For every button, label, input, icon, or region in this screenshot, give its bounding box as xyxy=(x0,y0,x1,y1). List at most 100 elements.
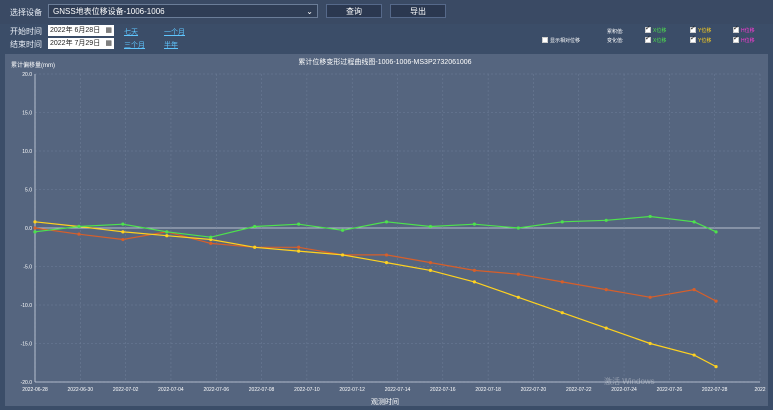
device-label: 选择设备 xyxy=(10,8,42,17)
y-tick-label: 0.0 xyxy=(25,226,32,232)
data-point xyxy=(428,261,433,265)
change-x-label: X位移 xyxy=(653,38,667,44)
data-point xyxy=(209,235,213,239)
start-date-input[interactable]: 2022年 6月28日 ▦ xyxy=(48,25,114,36)
data-point xyxy=(33,230,37,234)
data-point xyxy=(516,226,520,230)
y-tick-label: -15.0 xyxy=(21,342,33,348)
data-point xyxy=(692,353,696,357)
x-axis-label: 观测时间 xyxy=(371,397,399,406)
chart-panel: 累计位移变形过程曲线图-1006-1006-MS3P2732061006 累计偏… xyxy=(5,54,768,406)
x-tick-label: 2022-07-14 xyxy=(385,387,411,393)
data-point xyxy=(121,222,125,226)
quick-3months-link[interactable]: 三个月 xyxy=(124,42,145,49)
series-line xyxy=(34,227,717,302)
start-date-value: 2022年 6月28日 xyxy=(50,27,101,34)
data-point xyxy=(472,222,476,226)
data-point xyxy=(604,326,608,330)
data-point xyxy=(648,214,652,219)
data-point xyxy=(121,230,125,234)
data-point xyxy=(648,295,652,299)
chevron-down-icon[interactable]: ⌄ xyxy=(306,7,313,16)
x-tick-label: 2022-07-20 xyxy=(521,387,547,393)
y-tick-label: -10.0 xyxy=(21,303,33,309)
accum-h-label: H位移 xyxy=(741,28,755,34)
accum-label: 累积值: xyxy=(607,29,624,35)
x-tick-label: 2022-07-04 xyxy=(158,387,184,393)
data-point xyxy=(560,280,564,284)
device-select-value: GNSS地表位移设备-1006-1006 xyxy=(53,7,165,16)
relative-displacement-label: 显示相对位移 xyxy=(550,38,581,44)
data-point xyxy=(472,280,476,284)
x-tick-label: 2022-07-28 xyxy=(702,387,728,393)
y-tick-label: -5.0 xyxy=(23,265,32,271)
windows-watermark: 激活 Windows xyxy=(604,377,655,386)
data-point xyxy=(692,220,696,224)
y-axis-label: 累计偏移量(mm) xyxy=(11,61,55,69)
quick-7days-link[interactable]: 七天 xyxy=(124,29,138,36)
data-point xyxy=(714,365,718,369)
x-tick-label: 2022-07-08 xyxy=(249,387,275,393)
change-label: 变化值: xyxy=(607,38,624,44)
change-h-label: H位移 xyxy=(741,38,755,44)
calendar-icon[interactable]: ▦ xyxy=(105,40,112,47)
series-line xyxy=(34,215,717,238)
data-point xyxy=(648,341,652,346)
export-button[interactable]: 导出 xyxy=(390,4,446,18)
data-point xyxy=(384,220,389,224)
data-point xyxy=(516,295,520,299)
x-tick-label: 2022-07-16 xyxy=(430,387,456,393)
query-button[interactable]: 查询 xyxy=(326,4,382,18)
data-point xyxy=(77,224,81,229)
data-point xyxy=(604,218,608,222)
device-select[interactable]: GNSS地表位移设备-1006-1006 ⌄ xyxy=(48,4,318,18)
data-point xyxy=(384,253,389,257)
data-point xyxy=(165,234,169,238)
accum-y-checkbox[interactable] xyxy=(690,24,696,33)
change-h-checkbox[interactable] xyxy=(733,34,739,43)
end-date-input[interactable]: 2022年 7月29日 ▦ xyxy=(48,38,114,49)
accum-h-checkbox[interactable] xyxy=(733,24,739,33)
data-point xyxy=(472,268,476,272)
accum-x-label: X位移 xyxy=(653,28,667,34)
x-tick-label: 2022-07-02 xyxy=(113,387,139,393)
x-tick-label: 2022 xyxy=(754,387,765,393)
data-point xyxy=(33,220,37,224)
start-time-label: 开始时间 xyxy=(10,27,42,36)
x-tick-label: 2022-07-10 xyxy=(294,387,320,393)
relative-displacement-checkbox[interactable] xyxy=(542,37,548,43)
displacement-chart: 累计位移变形过程曲线图-1006-1006-MS3P2732061006 累计偏… xyxy=(11,57,766,406)
data-point xyxy=(714,299,718,303)
data-point xyxy=(121,237,125,242)
data-point xyxy=(714,230,718,234)
data-point xyxy=(297,249,301,253)
data-point xyxy=(253,245,257,249)
y-tick-label: -20.0 xyxy=(21,380,33,386)
change-x-checkbox[interactable] xyxy=(645,34,651,43)
data-point xyxy=(77,232,81,236)
y-tick-label: 5.0 xyxy=(25,188,32,194)
data-point xyxy=(384,261,389,265)
x-tick-label: 2022-06-30 xyxy=(68,387,94,393)
data-point xyxy=(165,230,169,234)
x-tick-label: 2022-06-28 xyxy=(22,387,48,393)
y-tick-label: 15.0 xyxy=(22,111,32,117)
chart-title: 累计位移变形过程曲线图-1006-1006-MS3P2732061006 xyxy=(298,57,471,66)
end-date-value: 2022年 7月29日 xyxy=(50,40,101,47)
data-point xyxy=(340,253,345,257)
x-tick-label: 2022-07-12 xyxy=(339,387,365,393)
y-tick-label: 10.0 xyxy=(22,149,32,155)
quick-halfyear-link[interactable]: 半年 xyxy=(164,42,178,49)
data-point xyxy=(297,222,301,226)
accum-x-checkbox[interactable] xyxy=(645,24,651,33)
x-tick-label: 2022-07-18 xyxy=(475,387,501,393)
data-point xyxy=(604,288,608,292)
data-point xyxy=(209,237,213,242)
data-point xyxy=(253,224,257,229)
data-point xyxy=(692,288,696,292)
quick-1month-link[interactable]: 一个月 xyxy=(164,29,185,36)
data-point xyxy=(209,241,213,245)
data-point xyxy=(297,245,301,249)
change-y-checkbox[interactable] xyxy=(690,34,696,43)
calendar-icon[interactable]: ▦ xyxy=(105,27,112,34)
